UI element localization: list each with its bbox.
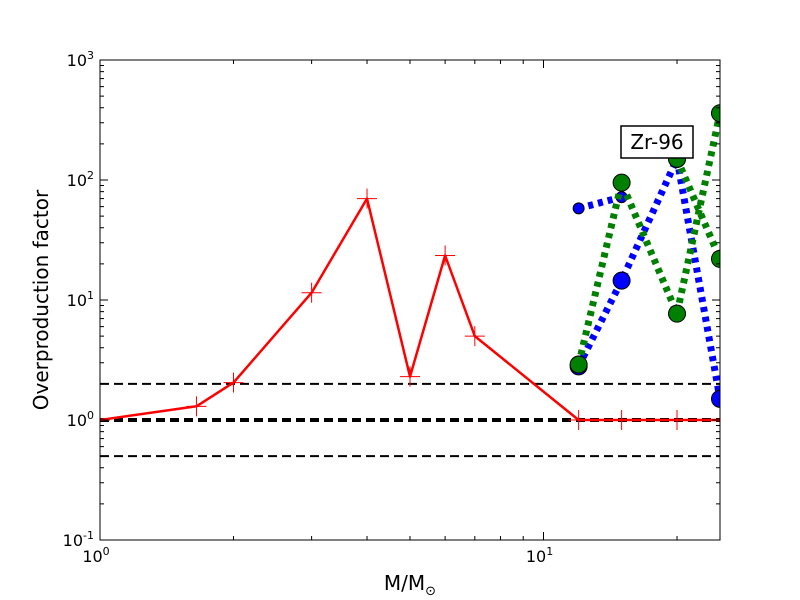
series-1-point-0 bbox=[572, 202, 585, 215]
series-0-point-1 bbox=[186, 396, 207, 417]
y-tick-label-1: 100 bbox=[67, 409, 94, 430]
series-layer bbox=[100, 104, 720, 430]
x-tick-label-1: 101 bbox=[526, 545, 553, 566]
annotation-label: Zr-96 bbox=[630, 130, 683, 154]
series-2-point-3 bbox=[711, 389, 720, 408]
series-line-1 bbox=[577, 193, 623, 212]
series-line-4 bbox=[673, 157, 720, 261]
series-0-point-7 bbox=[464, 326, 485, 347]
series-0-point-3 bbox=[301, 282, 322, 303]
series-0-point-2 bbox=[223, 372, 244, 393]
y-axis-label: Overproduction factor bbox=[29, 189, 53, 410]
series-line-2 bbox=[575, 155, 720, 400]
series-line-0 bbox=[100, 197, 720, 422]
annotation-frame bbox=[620, 125, 694, 159]
x-axis-label: M/M⊙ bbox=[384, 571, 436, 599]
series-0-point-9 bbox=[611, 410, 632, 430]
series-0-point-5 bbox=[400, 366, 420, 387]
series-line-3 bbox=[575, 112, 720, 366]
series-3 bbox=[569, 104, 720, 374]
y-tick-label-2: 101 bbox=[67, 289, 94, 310]
series-4-point-1 bbox=[711, 249, 720, 268]
series-0 bbox=[100, 188, 720, 430]
series-3-point-1 bbox=[612, 173, 631, 192]
series-2 bbox=[569, 149, 720, 408]
series-3-point-0 bbox=[569, 355, 588, 374]
x-axis-label-sub: ⊙ bbox=[425, 584, 436, 599]
series-0-point-10 bbox=[667, 410, 688, 430]
x-axis-label-main: M/M bbox=[384, 571, 425, 595]
annotation-box: Zr-96 bbox=[620, 125, 694, 159]
y-tick-label-3: 102 bbox=[67, 169, 94, 190]
y-tick-label-4: 103 bbox=[67, 49, 94, 70]
series-0-point-4 bbox=[357, 188, 378, 209]
x-tick-label-0: 100 bbox=[82, 545, 109, 566]
series-0-point-8 bbox=[568, 410, 589, 430]
series-3-point-2 bbox=[668, 304, 687, 323]
series-2-point-1 bbox=[612, 271, 631, 290]
y-tick-label-0: 10-1 bbox=[63, 529, 94, 550]
series-3-point-3 bbox=[711, 104, 720, 123]
series-0-point-6 bbox=[435, 245, 456, 266]
